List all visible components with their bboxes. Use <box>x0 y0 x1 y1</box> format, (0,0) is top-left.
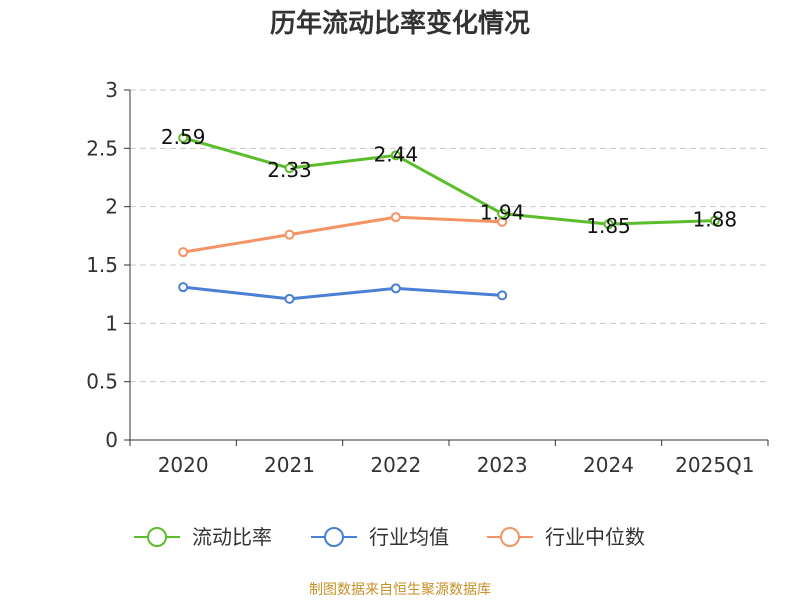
legend-label: 行业均值 <box>369 525 449 549</box>
y-tick-label: 1.5 <box>86 253 118 277</box>
data-point <box>709 215 720 226</box>
data-point <box>178 282 189 293</box>
legend-label: 行业中位数 <box>545 525 645 549</box>
x-tick-label: 2025Q1 <box>675 453 754 477</box>
data-label: 2.59 <box>161 125 206 149</box>
axes: 0 0.5 1 1.5 2 2.5 3 2020 2021 2022 2023 2024 2025Q1 <box>86 78 769 477</box>
legend-label: 流动比率 <box>192 525 272 549</box>
data-point <box>178 247 189 258</box>
data-point <box>178 132 189 143</box>
y-tick-label: 2.5 <box>86 136 118 160</box>
grid-lines <box>130 89 768 383</box>
data-point <box>284 163 295 174</box>
legend-swatch-marker <box>147 527 167 547</box>
x-tick-label: 2023 <box>477 453 528 477</box>
data-label: 2.33 <box>267 158 312 182</box>
x-tick-label: 2022 <box>370 453 421 477</box>
y-tick-label: 1 <box>105 311 118 335</box>
legend-swatch-marker <box>324 527 344 547</box>
data-label: 2.44 <box>374 142 419 166</box>
data-point <box>390 283 401 294</box>
chart-title: 历年流动比率变化情况 <box>270 8 530 39</box>
series-line-1 <box>183 285 503 301</box>
data-point <box>603 219 614 230</box>
x-tick-label: 2024 <box>583 453 634 477</box>
data-point <box>390 150 401 161</box>
y-tick-label: 0 <box>105 428 118 452</box>
data-point <box>497 208 508 219</box>
source-note: 制图数据来自恒生聚源数据库 <box>309 582 491 598</box>
y-tick-label: 2 <box>105 195 118 219</box>
x-tick-label: 2021 <box>264 453 315 477</box>
y-tick-label: 0.5 <box>86 370 118 394</box>
data-labels: 2.59 2.33 2.44 1.94 1.85 1.88 <box>161 125 737 238</box>
data-label: 1.94 <box>480 201 525 225</box>
y-tick-label: 3 <box>105 78 118 102</box>
data-point <box>284 229 295 240</box>
data-point <box>497 290 508 301</box>
series-line-2 <box>182 215 503 254</box>
data-label: 1.85 <box>586 214 631 238</box>
series-layer <box>178 132 720 304</box>
legend: 流动比率 行业均值 行业中位数 <box>134 525 645 549</box>
data-label: 1.88 <box>693 208 738 232</box>
legend-swatch-marker <box>500 527 520 547</box>
series-line-0 <box>182 136 715 226</box>
data-point <box>284 293 295 304</box>
data-point <box>390 212 401 223</box>
x-tick-label: 2020 <box>158 453 209 477</box>
